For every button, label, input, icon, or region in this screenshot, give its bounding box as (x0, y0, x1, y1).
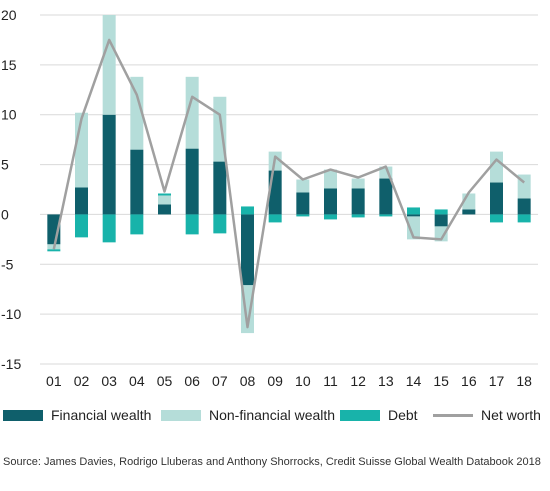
x-tick-label: 09 (267, 373, 283, 389)
bar-debt (407, 207, 420, 215)
bar-non-financial-wealth (130, 76, 144, 150)
y-tick-label: -5 (1, 256, 14, 272)
bar-financial-wealth (517, 198, 531, 215)
bar-debt (324, 214, 337, 220)
bar-debt (213, 214, 227, 234)
bar-financial-wealth (324, 188, 337, 215)
bar-debt (75, 214, 88, 238)
x-tick-label: 11 (323, 373, 338, 389)
bar-financial-wealth (434, 214, 448, 227)
net-worth-line-layer (52, 38, 525, 329)
bar-debt (102, 214, 116, 243)
bar-financial-wealth (102, 114, 116, 215)
bar-non-financial-wealth (351, 178, 365, 189)
bar-debt (490, 214, 503, 223)
legend-financial-wealth: Financial wealth (3, 407, 151, 423)
legend-debt: Debt (340, 407, 418, 423)
legend-label-debt: Debt (388, 407, 418, 423)
y-tick-label: 15 (1, 57, 17, 73)
legend-label-non-financial: Non-financial wealth (209, 407, 336, 423)
x-tick-label: 06 (184, 373, 200, 389)
bar-financial-wealth (130, 149, 144, 215)
x-tick-label: 03 (101, 373, 117, 389)
net-worth-line (52, 38, 525, 329)
y-tick-label: 10 (1, 107, 17, 123)
legend-swatch-net-worth (433, 413, 473, 417)
bar-non-financial-wealth (434, 226, 448, 242)
x-tick-label: 13 (378, 373, 394, 389)
x-tick-label: 15 (433, 373, 449, 389)
x-tick-label: 12 (350, 373, 366, 389)
bar-non-financial-wealth (490, 151, 503, 183)
x-tick-label: 07 (212, 373, 228, 389)
y-tick-label: 20 (1, 7, 17, 23)
bar-non-financial-wealth (102, 15, 116, 115)
x-tick-label: 01 (46, 373, 62, 389)
bar-financial-wealth (379, 178, 393, 215)
bar-financial-wealth (213, 161, 227, 215)
legend-swatch-debt (340, 409, 380, 421)
bar-debt (268, 214, 282, 223)
bar-debt (130, 214, 144, 235)
bar-financial-wealth (462, 209, 476, 215)
legend-net-worth: Net worth (433, 407, 541, 423)
bar-non-financial-wealth (158, 195, 171, 205)
legend-label-financial: Financial wealth (51, 407, 152, 423)
x-tick-label: 02 (74, 373, 90, 389)
y-tick-label: 0 (1, 206, 9, 222)
bar-financial-wealth (75, 187, 88, 215)
bar-financial-wealth (296, 192, 310, 215)
x-tick-label: 16 (461, 373, 477, 389)
bar-financial-wealth (351, 188, 365, 215)
bar-debt (517, 214, 531, 223)
bar-financial-wealth (241, 214, 254, 286)
y-tick-label: -10 (1, 306, 21, 322)
bar-financial-wealth (407, 214, 420, 217)
bar-non-financial-wealth (185, 76, 199, 149)
bar-financial-wealth (185, 148, 199, 215)
x-tick-label: 04 (129, 373, 145, 389)
bar-debt (158, 193, 171, 196)
x-tick-label: 18 (516, 373, 532, 389)
x-tick-label: 08 (240, 373, 256, 389)
bar-financial-wealth (490, 182, 503, 215)
bar-debt (351, 214, 365, 218)
bar-debt (241, 206, 254, 215)
bar-non-financial-wealth (379, 166, 393, 179)
bar-non-financial-wealth (296, 179, 310, 193)
y-tick-label: -15 (1, 356, 21, 372)
y-tick-label: 5 (1, 157, 9, 173)
legend: Financial wealth Non-financial wealth De… (3, 407, 548, 431)
bar-debt (434, 209, 448, 215)
bar-non-financial-wealth (324, 169, 337, 189)
legend-swatch-financial (3, 409, 43, 421)
source-note: Source: James Davies, Rodrigo Lluberas a… (3, 456, 541, 468)
bar-financial-wealth (158, 204, 171, 215)
bar-non-financial-wealth (407, 216, 420, 240)
x-tick-label: 10 (295, 373, 311, 389)
x-tick-label: 05 (157, 373, 173, 389)
legend-swatch-non-financial (161, 409, 201, 421)
bar-debt (296, 214, 310, 217)
legend-label-net-worth: Net worth (481, 407, 541, 423)
x-tick-label: 17 (489, 373, 505, 389)
bar-debt (185, 214, 199, 235)
bar-debt (379, 214, 393, 217)
bar-debt (47, 249, 61, 252)
legend-non-financial-wealth: Non-financial wealth (161, 407, 335, 423)
axis-labels: 20 15 10 5 0 -5 -10 -15 01 02 03 04 05 06 07 08 09 10 11 12… (1, 7, 532, 389)
stacked-bar-chart: 20 15 10 5 0 -5 -10 -15 01 02 03 04 05 06 07 08 09 10 11 12… (1, 7, 538, 389)
x-tick-label: 14 (406, 373, 422, 389)
